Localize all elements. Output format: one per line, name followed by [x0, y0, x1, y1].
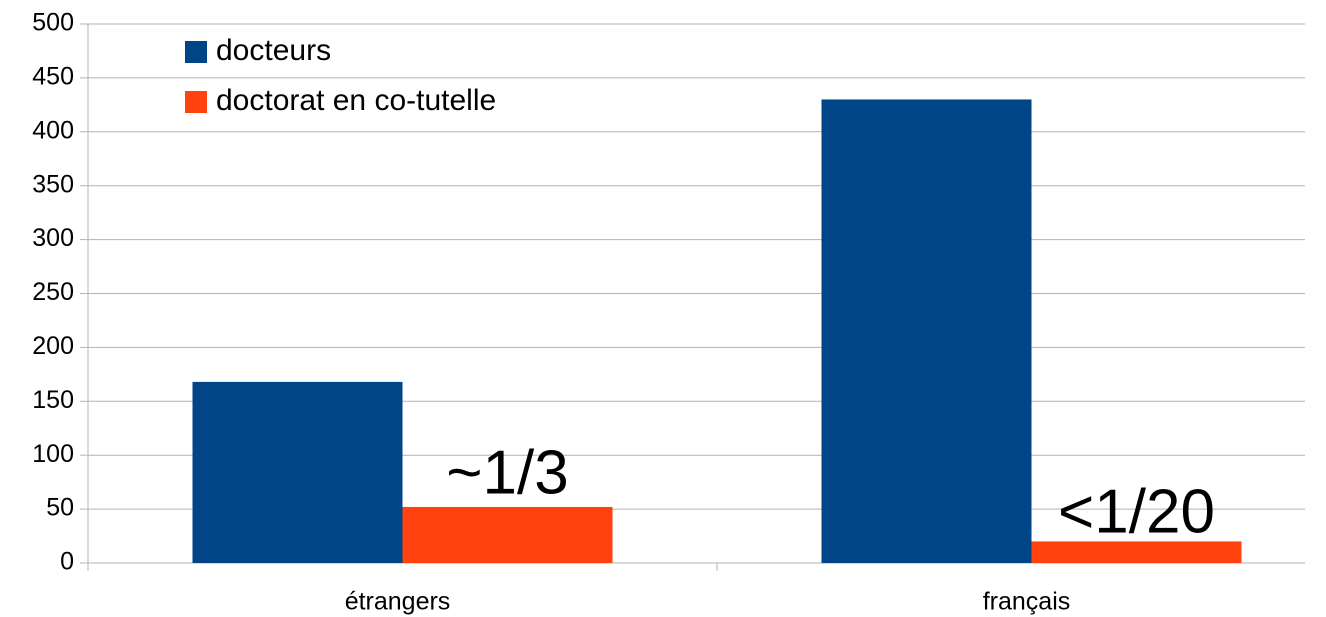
legend-swatch — [185, 41, 207, 63]
bar — [1031, 541, 1242, 563]
y-tick-label: 250 — [32, 278, 74, 306]
x-tick-label: français — [983, 588, 1071, 616]
bar — [402, 506, 613, 563]
y-tick-label: 450 — [32, 63, 74, 91]
y-tick-label: 300 — [32, 224, 74, 252]
legend-swatch — [185, 91, 207, 113]
y-tick-label: 400 — [32, 116, 74, 144]
annotation: <1/20 — [1058, 477, 1215, 546]
bar — [192, 381, 403, 563]
x-tick-label: étrangers — [345, 588, 451, 616]
y-tick-label: 150 — [32, 386, 74, 414]
y-tick-label: 100 — [32, 440, 74, 468]
legend-label: docteurs — [216, 34, 331, 67]
y-tick-label: 350 — [32, 170, 74, 198]
annotation: ~1/3 — [446, 438, 568, 507]
y-tick-label: 200 — [32, 332, 74, 360]
bar — [821, 99, 1032, 564]
legend-label: doctorat en co-tutelle — [216, 84, 496, 117]
y-tick-label: 50 — [46, 494, 74, 522]
y-tick-label: 500 — [32, 9, 74, 37]
y-tick-label: 0 — [60, 548, 74, 576]
